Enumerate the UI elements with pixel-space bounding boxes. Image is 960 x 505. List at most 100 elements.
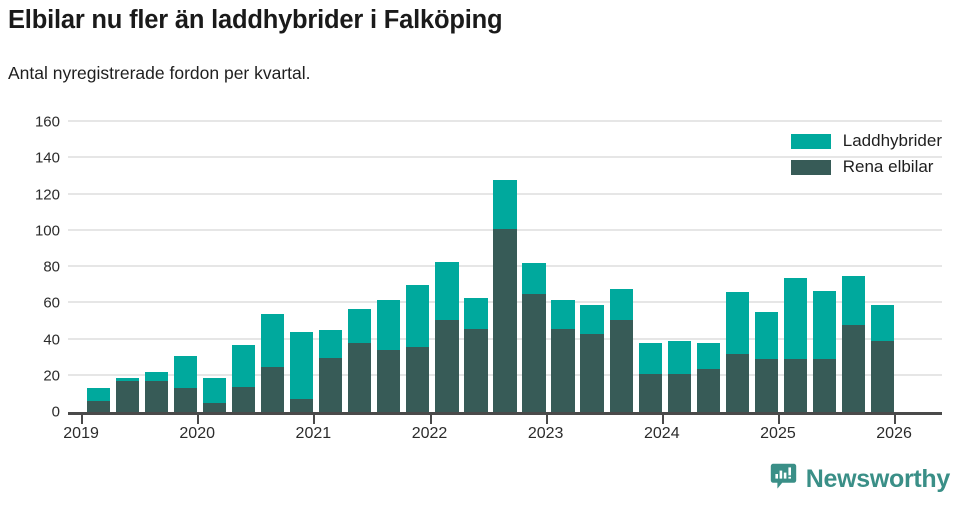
gridline (68, 120, 942, 122)
page-title: Elbilar nu fler än laddhybrider i Falköp… (8, 6, 503, 34)
bar-segment-laddhybrider (115, 377, 140, 382)
bar-segment-laddhybrider (144, 372, 169, 382)
bar-segment-rena-elbilar (86, 401, 111, 412)
plot-area (68, 120, 942, 415)
bar-segment-rena-elbilar (377, 350, 401, 412)
bar-stack[interactable] (348, 308, 372, 412)
bar-segment-rena-elbilar (667, 373, 691, 412)
x-axis-tick-mark (545, 415, 548, 424)
bar-segment-laddhybrider (638, 343, 662, 374)
bar-stack[interactable] (551, 299, 575, 412)
y-axis-tick-label: 160 (34, 113, 60, 131)
legend-item-rena-elbilar[interactable]: Rena elbilar (790, 157, 942, 177)
bar-segment-rena-elbilar (319, 357, 343, 412)
legend-label-rena-elbilar: Rena elbilar (842, 157, 934, 176)
bar-segment-rena-elbilar (812, 359, 836, 412)
bar-segment-rena-elbilar (290, 399, 314, 412)
newsworthy-logo[interactable]: Newsworthy (770, 463, 950, 495)
bar-segment-laddhybrider (348, 308, 372, 344)
bar-segment-laddhybrider (812, 290, 836, 360)
bar-segment-rena-elbilar (522, 294, 546, 412)
y-axis-tick-label: 80 (43, 258, 60, 276)
y-axis-tick-label: 40 (43, 331, 60, 348)
bar-stack[interactable] (580, 305, 604, 412)
bar-segment-rena-elbilar (435, 319, 459, 412)
y-axis-tick-label: 120 (34, 186, 60, 203)
bar-segment-laddhybrider (580, 305, 604, 335)
bar-segment-rena-elbilar (232, 386, 256, 412)
bar-segment-rena-elbilar (261, 366, 285, 412)
x-axis-tick-mark (313, 415, 316, 424)
bar-segment-rena-elbilar (725, 354, 749, 412)
bar-segment-rena-elbilar (493, 228, 517, 412)
bar-segment-rena-elbilar (609, 319, 633, 412)
bar-segment-laddhybrider (464, 297, 488, 329)
bar-segment-laddhybrider (435, 261, 459, 320)
x-axis-tick-label: 2025 (760, 425, 796, 442)
bar-segment-laddhybrider (754, 312, 778, 360)
bar-stack[interactable] (812, 290, 836, 412)
bar-segment-rena-elbilar (580, 334, 604, 412)
gridline (68, 156, 942, 159)
bar-stack[interactable] (783, 277, 807, 412)
bar-stack[interactable] (609, 288, 633, 412)
bar-stack[interactable] (406, 285, 430, 412)
bar-segment-rena-elbilar (870, 341, 895, 412)
bar-segment-laddhybrider (609, 288, 633, 320)
bar-stack[interactable] (870, 305, 895, 412)
y-axis-labels: 0 20 40 60 80 100 120 140 160 (0, 114, 60, 421)
x-axis-tick-label: 2022 (411, 425, 448, 442)
bar-segment-laddhybrider (725, 292, 749, 354)
bar-segment-laddhybrider (522, 263, 546, 295)
x-axis-tick-mark (197, 415, 200, 424)
bar-segment-laddhybrider (173, 355, 198, 389)
bar-stack[interactable] (754, 312, 778, 412)
bar-segment-rena-elbilar (783, 359, 807, 412)
bar-segment-rena-elbilar (841, 325, 866, 412)
bar-stack[interactable] (435, 261, 459, 412)
legend-item-laddhybrider[interactable]: Laddhybrider (790, 131, 942, 151)
brand-name: Newsworthy (805, 464, 951, 493)
bar-stack[interactable] (522, 263, 546, 412)
bar-stack[interactable] (464, 297, 488, 412)
bar-stack[interactable] (319, 330, 343, 412)
x-axis-line (68, 412, 942, 415)
bar-stack[interactable] (115, 377, 140, 412)
bar-segment-rena-elbilar (144, 381, 169, 412)
bar-stack[interactable] (232, 344, 256, 412)
y-axis-tick-label: 60 (43, 294, 60, 312)
bar-stack[interactable] (638, 343, 662, 412)
bar-stack[interactable] (290, 332, 314, 412)
bar-segment-rena-elbilar (696, 368, 720, 412)
y-axis-tick-label: 140 (34, 149, 60, 167)
legend-swatch-rena-elbilar (790, 159, 831, 175)
bar-stack[interactable] (667, 341, 691, 412)
bar-segment-rena-elbilar (406, 346, 430, 412)
x-axis-tick-mark (81, 415, 84, 424)
x-axis-tick-label: 2019 (63, 425, 99, 442)
y-axis-tick-label: 0 (51, 403, 60, 421)
x-axis-labels: 2019 2020 2021 2022 2023 2024 2025 2026 (63, 412, 942, 452)
x-axis-tick-mark (429, 415, 432, 424)
bar-stack[interactable] (203, 377, 227, 412)
bar-stack[interactable] (86, 388, 111, 412)
bar-segment-laddhybrider (261, 314, 285, 367)
bar-segment-laddhybrider (319, 330, 343, 358)
bar-segment-laddhybrider (493, 180, 517, 229)
bar-segment-rena-elbilar (203, 402, 227, 412)
bar-stack[interactable] (493, 180, 517, 412)
bar-stack[interactable] (696, 343, 720, 412)
bar-stack[interactable] (144, 372, 169, 412)
x-axis-tick-label: 2024 (644, 425, 680, 442)
bar-stack[interactable] (261, 314, 285, 412)
bar-segment-rena-elbilar (348, 343, 372, 412)
y-axis-tick-label: 100 (34, 222, 60, 240)
bar-stack[interactable] (173, 355, 198, 412)
x-axis-tick-label: 2023 (527, 425, 564, 442)
bar-stack[interactable] (841, 276, 866, 412)
bar-stack[interactable] (377, 299, 401, 412)
bar-segment-laddhybrider (667, 341, 691, 374)
bar-stack[interactable] (725, 292, 749, 412)
bar-segment-laddhybrider (783, 277, 807, 360)
